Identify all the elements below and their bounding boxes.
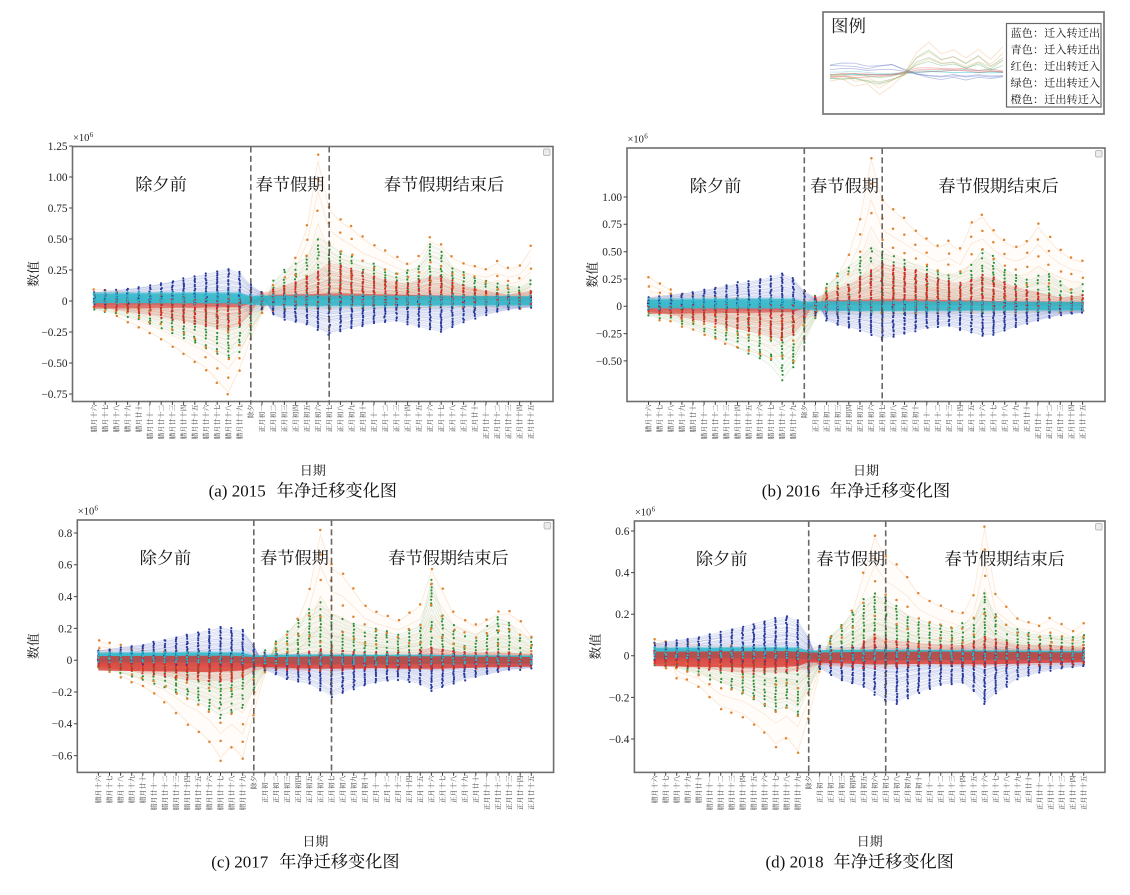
svg-text:0.25: 0.25 <box>602 274 622 286</box>
svg-text:0.75: 0.75 <box>48 203 68 215</box>
svg-text:−0.25: −0.25 <box>596 329 622 341</box>
svg-text:0: 0 <box>624 651 630 663</box>
svg-text:0.50: 0.50 <box>602 247 622 259</box>
svg-text:×10: ×10 <box>635 508 651 519</box>
svg-text:−0.4: −0.4 <box>52 719 73 731</box>
svg-text:−0.2: −0.2 <box>609 692 630 704</box>
svg-text:0.4: 0.4 <box>615 568 629 580</box>
svg-text:1.25: 1.25 <box>48 141 68 153</box>
svg-text:0.6: 0.6 <box>58 560 72 572</box>
svg-text:×10: ×10 <box>628 135 644 146</box>
svg-text:0.6: 0.6 <box>615 526 629 538</box>
svg-text:×10: ×10 <box>73 133 89 144</box>
svg-text:0: 0 <box>616 301 622 313</box>
svg-text:0.25: 0.25 <box>48 265 68 277</box>
svg-text:−0.6: −0.6 <box>52 751 73 763</box>
svg-text:1.00: 1.00 <box>602 192 622 204</box>
svg-text:6: 6 <box>652 506 656 514</box>
svg-text:0.4: 0.4 <box>58 592 72 604</box>
svg-text:6: 6 <box>90 131 94 139</box>
svg-text:0.8: 0.8 <box>58 528 72 540</box>
svg-text:0.50: 0.50 <box>48 234 68 246</box>
svg-text:−0.50: −0.50 <box>41 358 67 370</box>
svg-text:−0.25: −0.25 <box>41 327 67 339</box>
svg-text:0.2: 0.2 <box>615 609 629 621</box>
svg-text:−0.75: −0.75 <box>41 389 67 401</box>
svg-text:−0.2: −0.2 <box>52 687 73 699</box>
svg-text:(d) 2018: (d) 2018 <box>766 852 824 871</box>
svg-text:0: 0 <box>67 655 73 667</box>
svg-text:0.2: 0.2 <box>58 623 72 635</box>
svg-text:1.00: 1.00 <box>48 172 68 184</box>
svg-text:6: 6 <box>644 133 648 141</box>
svg-text:6: 6 <box>95 505 99 513</box>
svg-text:(c) 2017: (c) 2017 <box>211 852 269 871</box>
svg-text:−0.50: −0.50 <box>596 356 622 368</box>
svg-text:×10: ×10 <box>78 507 94 518</box>
svg-text:0: 0 <box>62 296 68 308</box>
svg-text:−0.4: −0.4 <box>609 734 630 746</box>
svg-text:(a) 2015: (a) 2015 <box>209 482 266 501</box>
svg-text:0.75: 0.75 <box>602 219 622 231</box>
svg-text:(b) 2016: (b) 2016 <box>762 482 820 501</box>
